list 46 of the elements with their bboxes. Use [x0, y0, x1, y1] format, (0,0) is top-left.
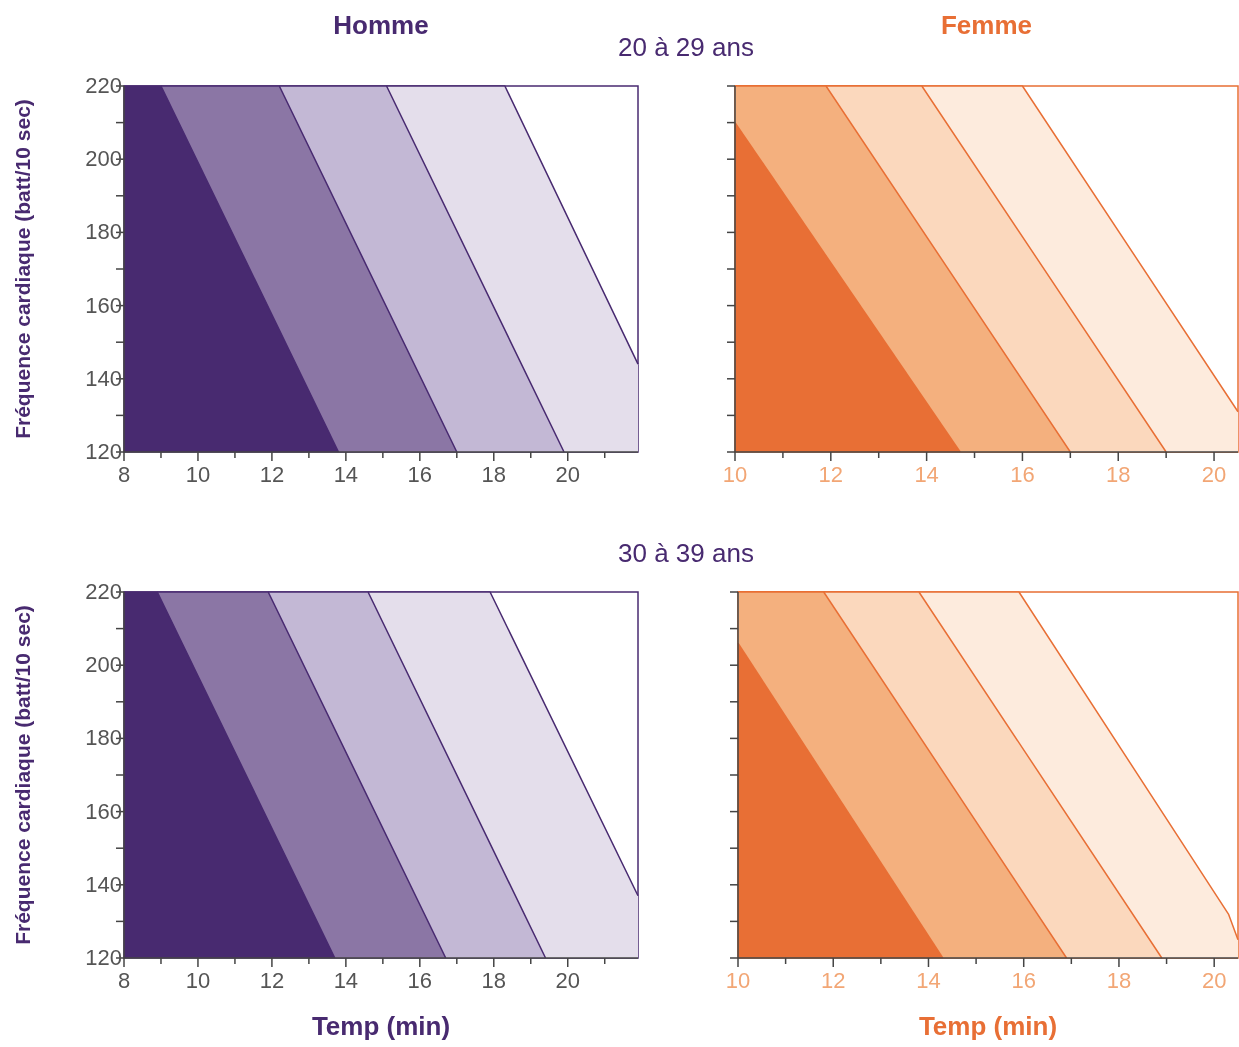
x-tick-label: 14 — [333, 968, 359, 993]
chart-title: Homme — [333, 10, 429, 40]
y-tick-label: 120 — [85, 439, 122, 464]
y-axis-title: Fréquence cardiaque (batt/10 sec) — [11, 605, 34, 945]
x-tick-label: 20 — [555, 968, 580, 993]
chart-subtitle: 20 à 29 ans — [618, 32, 754, 62]
y-tick-label: 180 — [85, 725, 122, 751]
x-tick-label: 20 — [1201, 462, 1227, 487]
x-tick-label: 20 — [1201, 968, 1227, 993]
chart-title: Femme — [940, 10, 1033, 40]
x-tick-label: 16 — [1010, 462, 1035, 487]
y-tick-label: 200 — [85, 652, 122, 678]
x-tick-label: 12 — [821, 968, 846, 993]
x-tick-label: 16 — [407, 968, 433, 993]
x-tick-label: 12 — [259, 462, 285, 487]
x-tick-label: 8 — [117, 462, 131, 487]
chart-subtitle: 30 à 39 ans — [618, 538, 754, 568]
x-tick-label: 12 — [259, 968, 285, 993]
y-tick-label: 220 — [85, 73, 122, 98]
x-tick-label: 18 — [481, 462, 507, 487]
x-tick-label: 14 — [916, 968, 941, 993]
x-axis-title: Temp (min) — [311, 1011, 451, 1041]
x-tick-label: 10 — [722, 462, 748, 487]
x-tick-label: 10 — [185, 462, 211, 487]
y-tick-label: 220 — [85, 579, 122, 604]
x-tick-label: 14 — [914, 462, 939, 487]
y-axis-title: Fréquence cardiaque (batt/10 sec) — [11, 99, 34, 439]
x-axis-title: Temp (min) — [918, 1011, 1058, 1041]
x-tick-label: 20 — [555, 462, 580, 487]
y-tick-label: 140 — [85, 871, 122, 897]
y-tick-label: 180 — [85, 219, 122, 245]
x-tick-label: 16 — [1011, 968, 1036, 993]
x-tick-label: 16 — [407, 462, 433, 487]
y-tick-label: 160 — [85, 292, 122, 318]
x-tick-label: 12 — [818, 462, 844, 487]
y-tick-label: 200 — [85, 146, 122, 172]
x-tick-label: 8 — [117, 968, 131, 993]
x-tick-label: 10 — [725, 968, 751, 993]
y-tick-label: 160 — [85, 798, 122, 824]
y-tick-label: 140 — [85, 365, 122, 391]
y-tick-label: 120 — [85, 945, 122, 970]
x-tick-label: 18 — [1106, 462, 1131, 487]
x-tick-label: 18 — [481, 968, 507, 993]
x-tick-label: 14 — [333, 462, 359, 487]
x-tick-label: 18 — [1106, 968, 1132, 993]
x-tick-label: 10 — [185, 968, 211, 993]
